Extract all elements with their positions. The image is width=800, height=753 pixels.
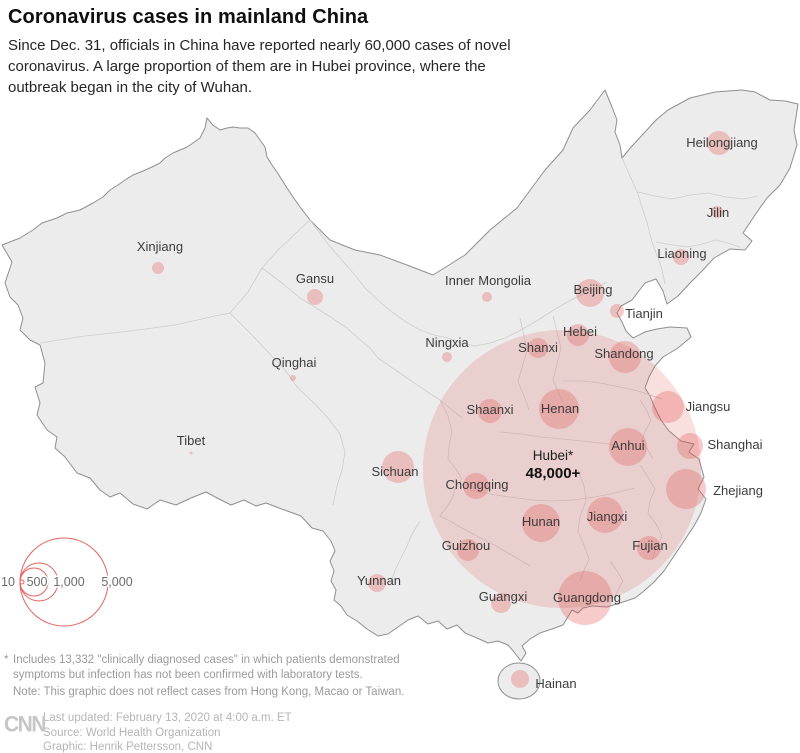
- bubble-shanxi: [528, 338, 548, 358]
- bubble-anhui: [609, 428, 647, 466]
- footnotes: * Includes 13,332 "clinically diagnosed …: [4, 653, 444, 700]
- label-guangdong: Guangdong: [553, 590, 621, 605]
- legend-label-5-000: 5,000: [101, 575, 132, 589]
- bubble-zhejiang: [666, 469, 706, 509]
- legend-label-10: 10: [1, 575, 15, 589]
- bubble-hainan: [511, 670, 529, 688]
- label-beijing: Beijing: [573, 282, 612, 297]
- hainan-island: [497, 662, 541, 700]
- bubble-chongqing: [463, 473, 489, 499]
- label-hubei: Hubei*: [533, 448, 574, 463]
- label-shanghai: Shanghai: [708, 437, 763, 452]
- label-gansu: Gansu: [296, 271, 334, 286]
- bubble-sichuan: [382, 451, 414, 483]
- footer: CNN Last updated: February 13, 2020 at 4…: [4, 711, 424, 753]
- asterisk-marker: *: [4, 654, 9, 666]
- label-tibet: Tibet: [177, 433, 206, 448]
- label-jiangxi: Jiangxi: [587, 509, 628, 524]
- bubble-shandong: [609, 341, 641, 373]
- footnote-asterisk-line: * Includes 13,332 "clinically diagnosed …: [4, 653, 423, 683]
- bubble-shanghai: [677, 433, 703, 459]
- bubble-ningxia: [442, 352, 452, 362]
- size-legend: 10 500 1,000 5,000: [0, 537, 134, 627]
- label-xinjiang: Xinjiang: [137, 239, 183, 254]
- label-jilin: Jilin: [707, 205, 729, 220]
- bubble-jiangsu: [652, 391, 684, 423]
- bubble-guangdong: [558, 571, 612, 625]
- label-yunnan: Yunnan: [357, 573, 401, 588]
- china-landmass: [1, 89, 799, 662]
- label-qinghai: Qinghai: [272, 355, 317, 370]
- source-line: Source: World Health Organization: [43, 726, 221, 739]
- bubble-jilin: [711, 206, 723, 218]
- bubble-beijing: [576, 279, 604, 307]
- bubble-tibet: [189, 451, 193, 455]
- bubble-hebei: [567, 324, 589, 346]
- legend-label-500: 500: [27, 575, 48, 589]
- cnn-logo: CNN: [4, 712, 47, 737]
- label-shanxi: Shanxi: [518, 340, 558, 355]
- label-fujian: Fujian: [632, 538, 667, 553]
- label-shandong: Shandong: [594, 346, 653, 361]
- bubble-shaanxi: [478, 399, 502, 423]
- province-borders: [39, 157, 759, 600]
- footnote-text: Includes 13,332 "clinically diagnosed ca…: [13, 654, 400, 681]
- header: Coronavirus cases in mainland China Sinc…: [8, 4, 628, 98]
- bubble-inner-mongolia: [482, 292, 492, 302]
- credit-line: Graphic: Henrik Pettersson, CNN: [43, 741, 213, 753]
- province-labels: Heilongjiang Jilin Liaoning Xinjiang Gansu In…: [137, 135, 763, 691]
- footnote-note: Note: This graphic does not reflect case…: [13, 686, 405, 698]
- label-guangxi: Guangxi: [479, 589, 528, 604]
- bubble-jiangxi: [587, 497, 623, 533]
- hubei-case-count: 48,000+: [526, 465, 581, 482]
- bubble-gansu: [307, 289, 323, 305]
- bubble-qinghai: [290, 375, 296, 381]
- bubble-heilongjiang: [707, 131, 731, 155]
- label-chongqing: Chongqing: [446, 477, 509, 492]
- legend-label-1-000: 1,000: [53, 575, 84, 589]
- legend-circle-5-000: [19, 537, 109, 627]
- bubble-henan: [539, 389, 579, 429]
- label-hebei: Hebei: [563, 324, 597, 339]
- label-shaanxi: Shaanxi: [467, 402, 514, 417]
- bubble-yunnan: [368, 574, 386, 592]
- label-jiangsu: Jiangsu: [686, 399, 731, 414]
- label-guizhou: Guizhou: [442, 538, 490, 553]
- label-henan: Henan: [541, 401, 579, 416]
- bubble-fujian: [637, 536, 661, 560]
- bubble-liaoning: [673, 249, 689, 265]
- label-hainan: Hainan: [535, 676, 576, 691]
- label-liaoning: Liaoning: [657, 246, 706, 261]
- bubble-xinjiang: [152, 262, 164, 274]
- last-updated: Last updated: February 13, 2020 at 4:00 …: [43, 712, 292, 724]
- bubble-guizhou: [457, 539, 479, 561]
- bubble-hunan: [522, 504, 560, 542]
- subtitle: Since Dec. 31, officials in China have r…: [8, 37, 511, 96]
- label-inner-mongolia: Inner Mongolia: [445, 273, 532, 288]
- legend-circle-10: [19, 579, 25, 585]
- label-anhui: Anhui: [611, 438, 644, 453]
- bubble-hubei: [423, 330, 701, 608]
- label-zhejiang: Zhejiang: [713, 483, 763, 498]
- label-tianjin: Tianjin: [625, 306, 663, 321]
- label-heilongjiang: Heilongjiang: [686, 135, 758, 150]
- bubble-tianjin: [610, 304, 624, 318]
- bubble-guangxi: [491, 593, 511, 613]
- footer-credits: Last updated: February 13, 2020 at 4:00 …: [43, 711, 424, 753]
- label-hunan: Hunan: [522, 514, 560, 529]
- case-bubbles: [152, 131, 731, 688]
- label-sichuan: Sichuan: [372, 464, 419, 479]
- label-ningxia: Ningxia: [425, 335, 469, 350]
- page-title: Coronavirus cases in mainland China: [8, 6, 369, 28]
